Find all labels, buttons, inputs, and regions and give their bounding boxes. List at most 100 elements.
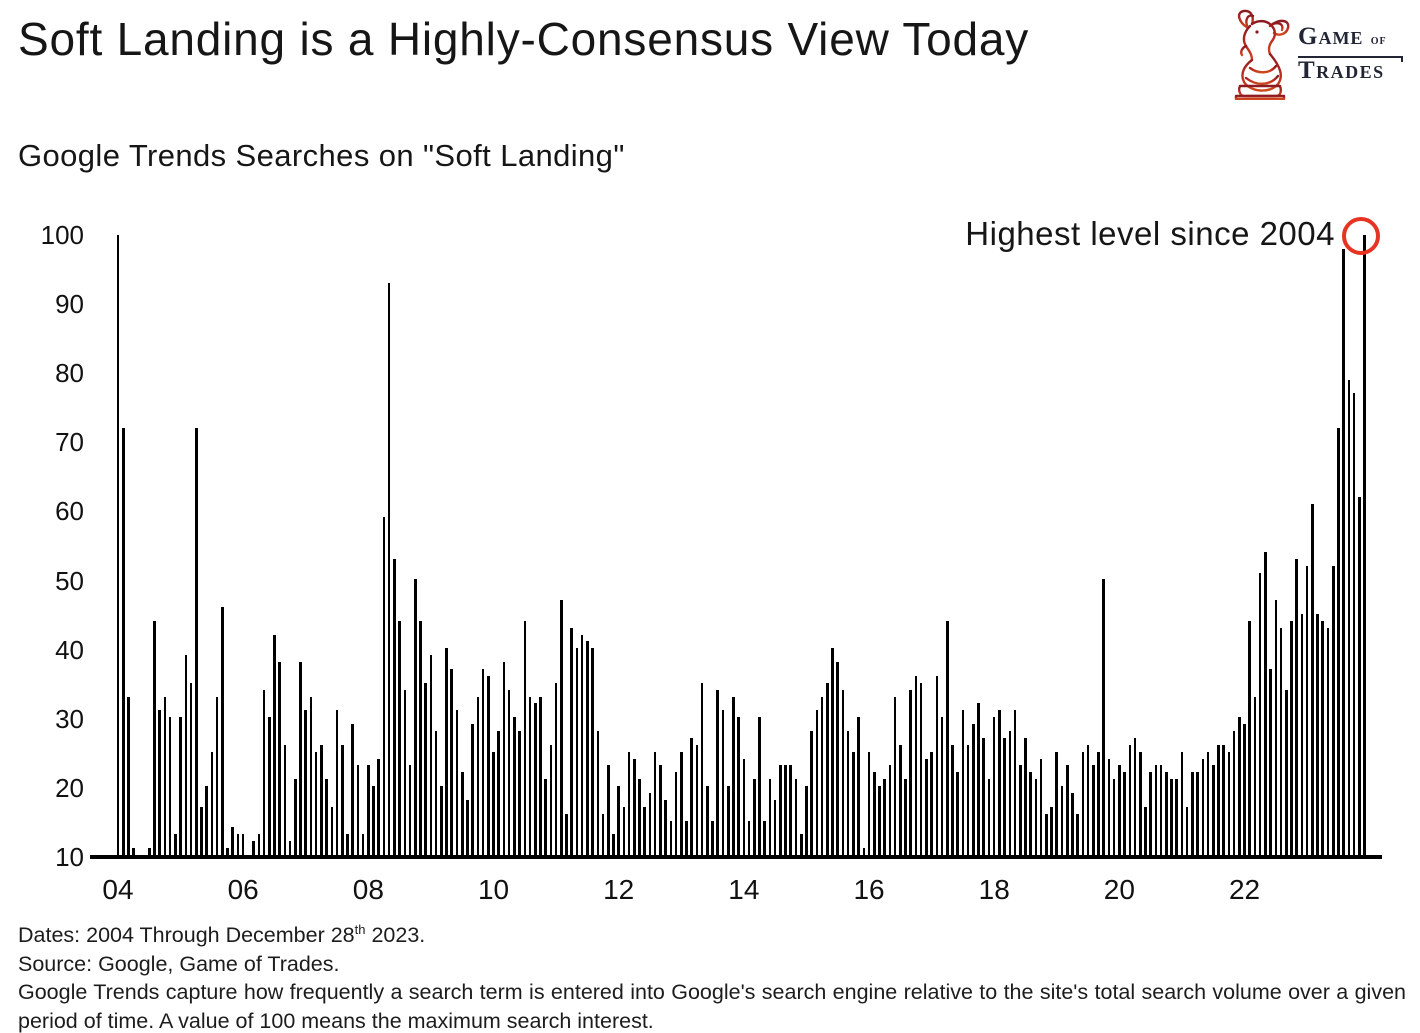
trend-bar <box>1217 744 1220 855</box>
trend-bar <box>460 772 464 855</box>
trend-bar <box>1321 620 1325 855</box>
trend-bar <box>674 772 678 855</box>
trend-bar <box>330 806 334 855</box>
trend-bar <box>346 834 349 855</box>
trend-bar <box>1029 772 1032 855</box>
trend-bar <box>1284 689 1288 855</box>
trend-bar <box>747 820 751 855</box>
trend-bar <box>377 758 381 855</box>
trend-bar <box>1112 779 1116 855</box>
trend-bar <box>267 717 271 855</box>
trend-bar <box>434 731 438 855</box>
trend-bar <box>226 848 229 855</box>
x-axis-line <box>90 855 1382 859</box>
trend-bar <box>617 786 620 855</box>
page-title: Soft Landing is a Highly-Consensus View … <box>18 13 1030 65</box>
trend-bar <box>1279 627 1283 855</box>
trend-bar <box>659 765 662 855</box>
trend-bar <box>998 710 1001 855</box>
trend-bar <box>1055 751 1059 855</box>
trend-bar <box>1352 393 1356 855</box>
x-tick-label: 12 <box>603 874 635 905</box>
trend-bar <box>1258 572 1262 855</box>
trend-bar <box>549 744 553 855</box>
bull-chess-piece-icon <box>1234 9 1290 100</box>
trend-bar <box>1206 751 1210 855</box>
trend-bar <box>872 772 876 855</box>
trend-bar <box>867 751 871 855</box>
trend-bar <box>278 662 281 855</box>
trend-bar <box>1232 731 1236 855</box>
trend-bar <box>862 848 866 855</box>
trend-bar <box>1243 724 1246 855</box>
trend-bar <box>925 758 928 855</box>
x-tick-label: 04 <box>102 874 134 905</box>
bar-series <box>95 235 1380 855</box>
trend-bar <box>992 717 996 855</box>
trend-bar <box>372 786 375 855</box>
trend-bar <box>1269 669 1272 855</box>
trend-bar <box>1305 565 1309 855</box>
trend-bar <box>116 235 120 855</box>
trend-bar <box>1003 737 1006 855</box>
trend-bar <box>664 799 667 855</box>
trend-bar <box>147 848 151 855</box>
trend-bar <box>565 813 568 855</box>
trend-bar <box>127 696 130 855</box>
footer-dates: Dates: 2004 Through December 28th 2023. <box>18 922 426 948</box>
trend-bar <box>325 779 328 855</box>
trend-bar <box>1264 551 1267 855</box>
trend-bar <box>638 779 641 855</box>
trend-bar <box>361 834 365 855</box>
trend-bar <box>419 620 422 855</box>
trend-bar <box>283 744 287 855</box>
trend-bar <box>471 724 474 855</box>
trend-bar <box>492 751 495 855</box>
trend-bar <box>424 682 427 855</box>
trend-bar <box>700 682 704 855</box>
trend-bar <box>1024 737 1027 855</box>
trend-bar <box>304 710 308 855</box>
trend-bar <box>554 682 558 855</box>
trend-bar <box>1274 600 1278 855</box>
trend-bar <box>893 696 897 855</box>
trend-bar <box>695 744 699 855</box>
trend-bar <box>1071 793 1074 855</box>
trend-bar <box>685 820 688 855</box>
trend-bar <box>1342 248 1345 855</box>
trend-bar <box>846 731 850 855</box>
trend-bar <box>560 600 563 855</box>
y-tick-label: 30 <box>55 703 84 734</box>
x-tick-label: 22 <box>1228 874 1261 905</box>
y-tick-label: 80 <box>55 358 84 389</box>
footer-source: Source: Google, Game of Trades. <box>18 951 340 976</box>
trend-bar <box>502 662 506 855</box>
trend-bar <box>184 655 188 855</box>
trend-bar <box>706 786 709 855</box>
trend-bar <box>1337 427 1340 855</box>
trend-bar <box>591 648 594 855</box>
y-tick-label: 60 <box>55 496 84 527</box>
trend-bar <box>1159 765 1163 855</box>
trend-bar <box>836 662 840 855</box>
y-tick-label: 90 <box>55 289 84 320</box>
trend-bar <box>179 717 182 855</box>
trend-bar <box>815 710 819 855</box>
trend-bar <box>789 765 793 855</box>
trend-bar <box>1357 496 1361 855</box>
trend-bar <box>367 765 370 855</box>
trend-bar <box>1144 806 1147 855</box>
trend-bar <box>899 744 902 855</box>
trend-bar <box>132 848 135 855</box>
trend-bar <box>163 696 167 855</box>
trend-bar <box>737 717 740 855</box>
trend-bar <box>601 813 605 855</box>
trend-bar <box>930 751 933 855</box>
trend-bar <box>726 786 730 855</box>
trend-bar <box>810 731 813 855</box>
trend-bar <box>340 744 344 855</box>
trend-bar <box>1008 731 1012 855</box>
trend-bar <box>231 827 235 855</box>
trend-bar <box>1290 620 1293 855</box>
